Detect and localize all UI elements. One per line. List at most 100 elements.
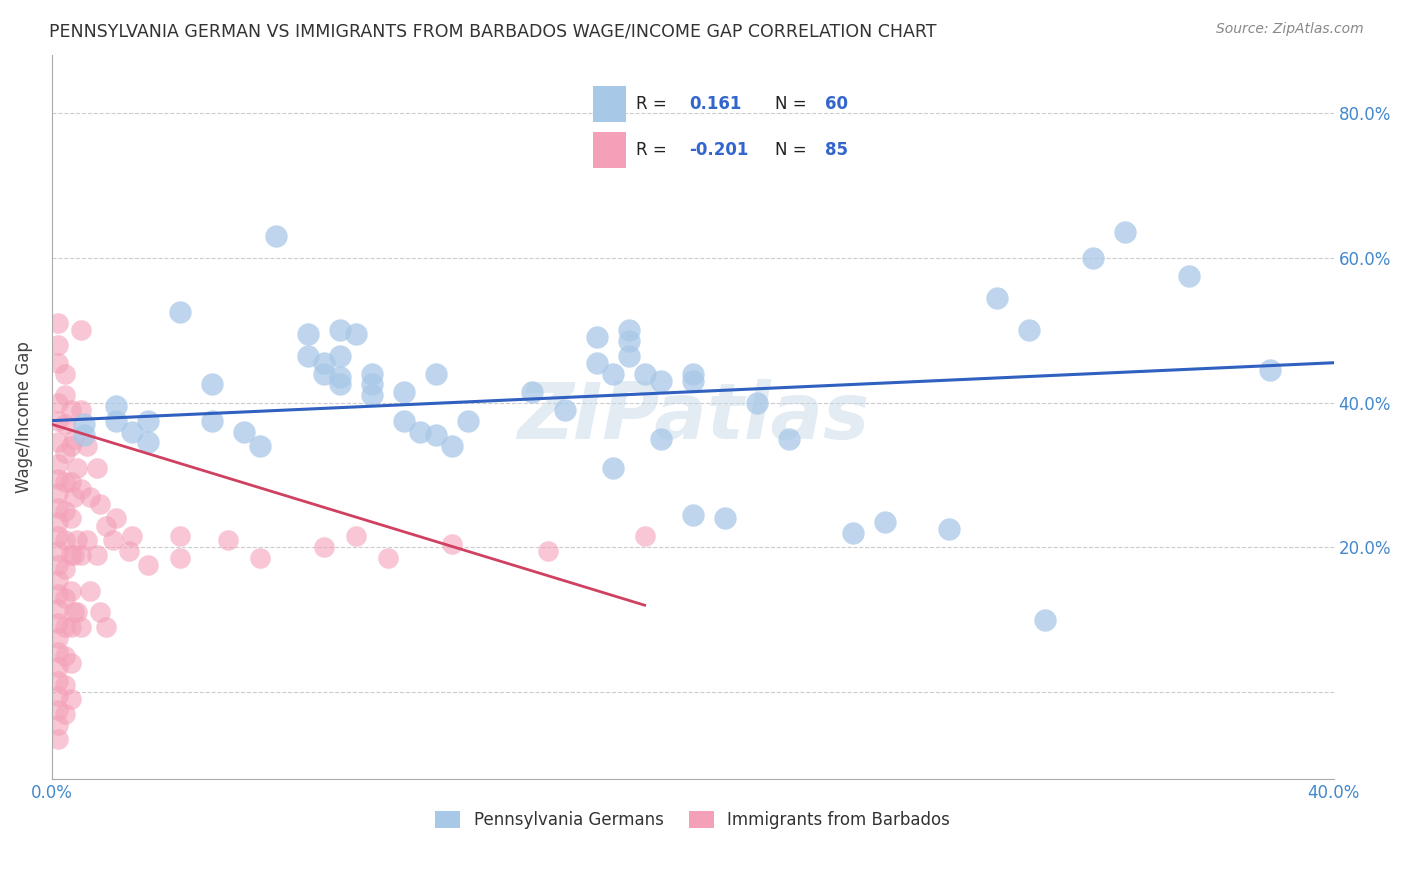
- Point: [73, 417, 96, 432]
- Point: [650, 374, 672, 388]
- Text: Source: ZipAtlas.com: Source: ZipAtlas.com: [1216, 22, 1364, 37]
- Text: N =: N =: [775, 141, 807, 159]
- Point: [522, 384, 544, 399]
- Point: [46, 573, 69, 587]
- Point: [314, 367, 336, 381]
- Point: [602, 367, 624, 381]
- Point: [104, 414, 127, 428]
- Point: [66, 533, 89, 547]
- Point: [46, 395, 69, 409]
- Point: [169, 305, 191, 319]
- Text: PENNSYLVANIA GERMAN VS IMMIGRANTS FROM BARBADOS WAGE/INCOME GAP CORRELATION CHAR: PENNSYLVANIA GERMAN VS IMMIGRANTS FROM B…: [49, 22, 936, 40]
- Point: [441, 537, 464, 551]
- Point: [329, 349, 352, 363]
- Point: [361, 367, 384, 381]
- Point: [46, 732, 69, 747]
- Point: [329, 377, 352, 392]
- Point: [633, 367, 655, 381]
- Point: [46, 587, 69, 601]
- Point: [617, 334, 640, 348]
- Point: [66, 460, 89, 475]
- Point: [59, 402, 82, 417]
- Point: [59, 511, 82, 525]
- Point: [53, 620, 76, 634]
- Point: [63, 606, 86, 620]
- Point: [778, 432, 800, 446]
- Point: [96, 518, 118, 533]
- Point: [53, 533, 76, 547]
- Point: [1258, 363, 1281, 377]
- Point: [553, 402, 575, 417]
- Text: ZIPatlas: ZIPatlas: [516, 379, 869, 455]
- Point: [169, 551, 191, 566]
- Legend: Pennsylvania Germans, Immigrants from Barbados: Pennsylvania Germans, Immigrants from Ba…: [429, 805, 956, 836]
- Point: [617, 349, 640, 363]
- Point: [59, 439, 82, 453]
- Point: [842, 525, 865, 540]
- Point: [745, 395, 768, 409]
- Point: [425, 428, 447, 442]
- Point: [617, 323, 640, 337]
- Point: [329, 370, 352, 384]
- Point: [59, 475, 82, 490]
- Point: [53, 591, 76, 605]
- FancyBboxPatch shape: [593, 132, 627, 168]
- Point: [136, 414, 159, 428]
- Point: [66, 606, 89, 620]
- Point: [46, 529, 69, 543]
- Point: [537, 544, 560, 558]
- Point: [73, 428, 96, 442]
- Point: [46, 645, 69, 659]
- Point: [344, 326, 367, 341]
- Point: [46, 500, 69, 515]
- Point: [104, 399, 127, 413]
- Point: [201, 377, 224, 392]
- Text: -0.201: -0.201: [689, 141, 748, 159]
- Point: [297, 349, 319, 363]
- Point: [344, 529, 367, 543]
- Point: [1033, 613, 1056, 627]
- Point: [233, 425, 256, 439]
- Point: [169, 529, 191, 543]
- Point: [46, 689, 69, 703]
- Point: [46, 616, 69, 631]
- Point: [46, 414, 69, 428]
- Point: [69, 548, 91, 562]
- Point: [118, 544, 141, 558]
- Point: [79, 583, 101, 598]
- Point: [682, 367, 704, 381]
- Text: N =: N =: [775, 95, 807, 112]
- Point: [713, 511, 735, 525]
- Point: [59, 692, 82, 706]
- Point: [201, 414, 224, 428]
- Point: [53, 504, 76, 518]
- Point: [585, 330, 607, 344]
- Point: [938, 522, 960, 536]
- Point: [121, 529, 143, 543]
- Point: [682, 374, 704, 388]
- Point: [297, 326, 319, 341]
- Point: [104, 511, 127, 525]
- Point: [314, 356, 336, 370]
- Point: [53, 706, 76, 721]
- Point: [377, 551, 399, 566]
- Point: [53, 562, 76, 576]
- Point: [46, 356, 69, 370]
- Point: [46, 631, 69, 645]
- Point: [53, 678, 76, 692]
- Point: [46, 435, 69, 450]
- Point: [46, 674, 69, 689]
- Point: [86, 548, 108, 562]
- Point: [46, 486, 69, 500]
- Point: [76, 439, 98, 453]
- Point: [46, 602, 69, 616]
- Point: [1018, 323, 1040, 337]
- Point: [264, 229, 287, 244]
- Point: [53, 417, 76, 432]
- Text: R =: R =: [637, 141, 666, 159]
- Text: R =: R =: [637, 95, 666, 112]
- Point: [53, 475, 76, 490]
- Point: [394, 384, 416, 399]
- Point: [361, 377, 384, 392]
- Point: [89, 497, 111, 511]
